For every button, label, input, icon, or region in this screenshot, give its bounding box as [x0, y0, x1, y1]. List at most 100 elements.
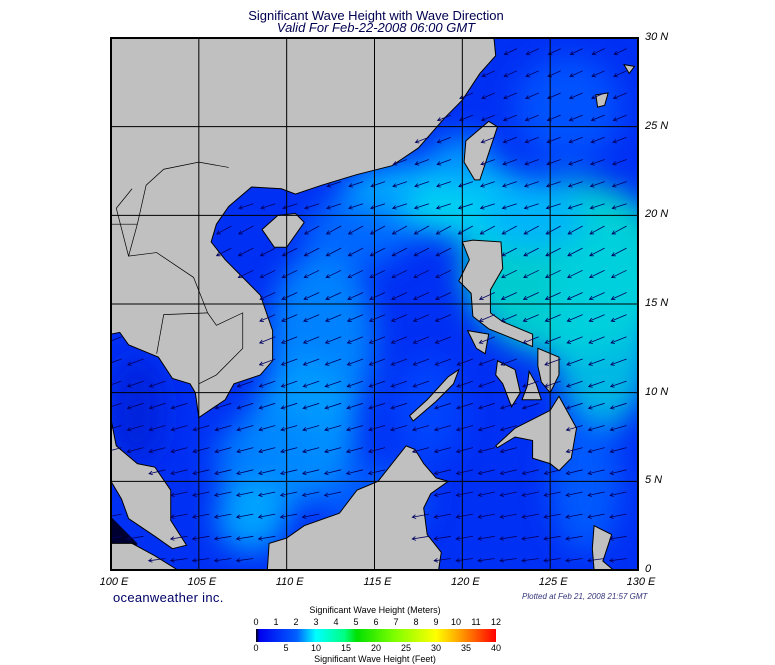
wave-arrow: [436, 159, 452, 166]
wave-arrow: [258, 380, 276, 388]
colorbar-tick-feet: 40: [490, 643, 501, 653]
wave-arrow: [457, 225, 474, 235]
wave-arrow: [170, 469, 188, 476]
wave-arrow: [522, 380, 539, 388]
wave-height-patch: [111, 357, 164, 464]
wave-arrow: [435, 247, 452, 257]
wave-arrow: [502, 136, 517, 144]
wave-arrow: [502, 159, 517, 166]
wave-arrow: [347, 247, 364, 257]
wave-arrow: [369, 203, 386, 210]
wave-arrow: [566, 292, 583, 301]
wave-arrow: [258, 358, 276, 366]
wave-arrow: [148, 402, 166, 410]
wave-arrow: [235, 491, 254, 498]
map-area: [111, 38, 638, 570]
wave-arrow: [412, 336, 430, 344]
wave-arrow: [282, 203, 298, 210]
wave-arrow: [523, 247, 539, 257]
wave-arrow: [566, 358, 583, 366]
wave-arrow: [325, 247, 342, 257]
wave-arrow: [586, 558, 605, 563]
wave-arrow: [236, 402, 254, 410]
wave-arrow: [478, 314, 495, 322]
wave-arrow: [259, 292, 276, 301]
wave-arrow: [390, 402, 408, 410]
wave-arrow: [257, 513, 276, 519]
wave-arrow: [347, 269, 364, 279]
wave-arrow: [522, 336, 539, 344]
wave-arrow: [587, 402, 605, 410]
wave-arrow: [414, 136, 430, 144]
wave-arrow: [280, 425, 298, 432]
wave-arrow: [587, 513, 605, 519]
wave-arrow: [590, 92, 605, 100]
wave-arrow: [501, 269, 517, 279]
wave-arrow: [258, 447, 276, 454]
wave-arrow: [611, 225, 627, 235]
wave-arrow: [480, 114, 495, 122]
wave-arrow: [236, 469, 254, 476]
wave-arrow: [111, 402, 122, 408]
wave-arrow: [390, 380, 408, 388]
wave-arrow: [545, 247, 561, 257]
wave-arrow: [280, 336, 298, 344]
wave-arrow: [434, 358, 452, 366]
colorbar-tick-meters: 5: [353, 617, 359, 627]
wave-arrow: [238, 225, 254, 235]
wave-arrow: [608, 558, 627, 563]
wave-arrow: [325, 269, 342, 279]
wave-arrow: [303, 292, 320, 301]
wave-arrow: [111, 358, 122, 364]
wave-arrow: [477, 491, 495, 498]
wave-arrow: [302, 358, 320, 366]
wave-arrow: [304, 203, 320, 210]
wave-arrow: [147, 558, 166, 563]
colorbar-tick-feet: 5: [283, 643, 289, 653]
wave-arrow: [325, 292, 342, 301]
wave-arrow: [455, 469, 473, 476]
colorbar-tick-feet: 15: [340, 643, 351, 653]
wave-arrow: [479, 181, 495, 188]
wave-arrow: [543, 535, 561, 541]
wave-arrow: [501, 225, 517, 235]
wave-arrow: [367, 469, 386, 476]
wave-arrow: [477, 402, 495, 410]
wave-arrow: [478, 336, 495, 344]
wave-arrow: [521, 491, 539, 498]
wave-arrow: [302, 425, 320, 432]
wave-arrow: [568, 114, 583, 122]
wave-arrow: [369, 292, 386, 301]
wave-arrow: [280, 358, 298, 366]
wave-arrow: [192, 491, 210, 498]
wave-arrow: [544, 269, 561, 279]
wave-arrow: [525, 92, 539, 100]
wave-arrow: [565, 402, 583, 410]
wave-arrow: [413, 203, 430, 210]
wave-arrow: [216, 225, 232, 235]
lon-label: 105 E: [187, 576, 217, 588]
colorbar-tick-meters: 9: [433, 617, 439, 627]
wave-arrow: [612, 136, 627, 144]
wave-arrow: [346, 380, 364, 388]
colorbar-tick-meters: 12: [490, 617, 501, 627]
wave-arrow: [436, 114, 452, 122]
wave-arrow: [414, 181, 430, 188]
wave-arrow: [369, 247, 386, 257]
wave-arrow: [169, 535, 188, 541]
wave-arrow: [348, 181, 364, 188]
wave-arrow: [523, 203, 539, 210]
wave-arrow: [566, 336, 583, 344]
wave-arrow: [588, 336, 605, 344]
wave-arrow: [236, 425, 254, 432]
wave-arrow: [191, 558, 210, 563]
wave-arrow: [591, 48, 605, 56]
wave-arrow: [591, 70, 605, 78]
mindoro: [466, 329, 490, 355]
wave-arrow: [500, 314, 517, 322]
wave-arrow: [111, 447, 122, 451]
wave-arrow: [609, 425, 627, 432]
wave-arrow: [213, 558, 232, 563]
country-border: [128, 161, 244, 385]
wave-arrow: [435, 225, 452, 235]
